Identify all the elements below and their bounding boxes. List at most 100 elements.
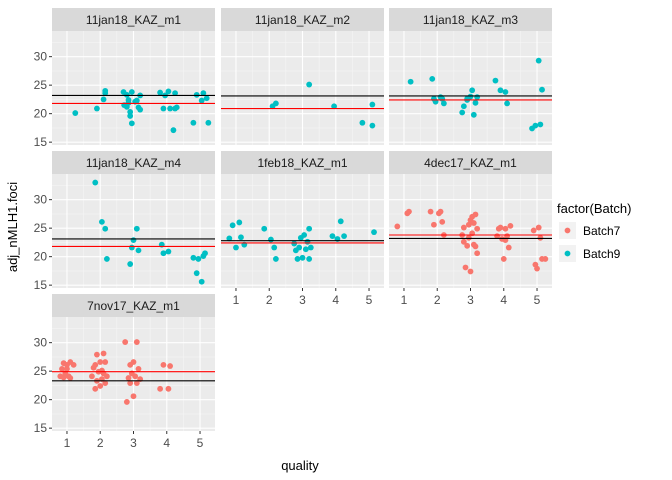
facet-panel: 11jan18_KAZ_m4 [52, 151, 215, 288]
data-point [537, 121, 544, 128]
data-point [299, 254, 306, 261]
data-point [465, 221, 472, 228]
facet-panel: 7nov17_KAZ_m1 [52, 294, 215, 431]
data-point [170, 127, 177, 134]
data-point [271, 244, 278, 251]
y-tick-label: 30 [34, 336, 48, 350]
legend-label: Batch7 [583, 224, 621, 238]
x-tick-label: 3 [130, 436, 137, 450]
facet-strip [221, 151, 384, 174]
facet-title: 1feb18_KAZ_m1 [257, 156, 347, 170]
data-point [160, 361, 167, 368]
data-point [472, 211, 479, 218]
data-point [460, 224, 467, 231]
y-axis-title: adj_nMLH1.foci [5, 182, 20, 272]
data-point [94, 105, 100, 112]
data-point [130, 237, 137, 244]
x-tick-label: 4 [500, 293, 507, 307]
data-point [135, 365, 142, 372]
data-point [369, 101, 376, 108]
data-point [236, 219, 243, 226]
data-point [302, 246, 309, 253]
data-point [505, 244, 512, 251]
data-point [537, 234, 544, 241]
data-point [100, 350, 107, 357]
data-point [203, 95, 210, 102]
x-tick-label: 5 [534, 293, 541, 307]
data-point [502, 89, 509, 95]
data-point [92, 179, 99, 186]
data-point [193, 270, 200, 277]
legend: factor(Batch) Batch7 Batch9 [557, 201, 631, 262]
data-point [102, 87, 109, 94]
data-point [157, 385, 164, 392]
facet-strip [389, 151, 552, 174]
data-point [535, 224, 542, 231]
facet-title: 11jan18_KAZ_m4 [86, 156, 182, 170]
data-point [429, 75, 436, 82]
data-point [472, 99, 479, 106]
y-tick-label: 15 [34, 421, 48, 435]
data-point [470, 220, 477, 226]
x-tick-label: 4 [332, 293, 339, 307]
data-point [306, 225, 313, 232]
y-tick-label: 30 [34, 50, 48, 64]
x-tick-label: 2 [266, 293, 273, 307]
data-point [530, 227, 537, 234]
data-point [507, 222, 514, 229]
data-point [369, 122, 376, 129]
data-point [407, 78, 414, 85]
x-tick-label: 1 [401, 293, 408, 307]
data-point [272, 256, 279, 262]
data-point [304, 238, 311, 245]
data-point [261, 225, 268, 232]
data-point [469, 87, 476, 94]
data-point [439, 218, 446, 225]
data-point [502, 225, 509, 232]
data-point [135, 247, 142, 254]
y-tick-label: 25 [34, 78, 48, 92]
data-point [460, 103, 467, 110]
data-point [102, 225, 109, 232]
data-point [371, 229, 377, 236]
x-tick-label: 1 [64, 436, 71, 450]
data-point [460, 238, 467, 245]
data-point [534, 265, 540, 272]
data-point [92, 385, 99, 392]
y-tick-label: 15 [34, 278, 48, 292]
data-point [125, 375, 132, 381]
data-point [341, 233, 347, 240]
y-tick-label: 15 [34, 135, 48, 149]
facet-title: 7nov17_KAZ_m1 [87, 299, 180, 313]
facet-strip [221, 8, 384, 31]
data-point [296, 244, 303, 251]
data-point [133, 339, 140, 345]
data-point [497, 224, 504, 231]
facet-panel: 4dec17_KAZ_m1 [389, 151, 552, 288]
data-point [102, 380, 109, 387]
data-point [504, 100, 510, 107]
data-point [200, 90, 207, 97]
data-point [467, 93, 474, 100]
data-point [195, 256, 202, 262]
y-tick-label: 25 [34, 364, 48, 378]
legend-label: Batch9 [583, 247, 621, 261]
data-point [329, 233, 336, 240]
data-point [127, 113, 134, 119]
data-point [359, 119, 366, 126]
data-point [125, 99, 132, 106]
data-point [198, 97, 205, 104]
data-point [128, 120, 135, 127]
y-tick-label: 20 [34, 107, 48, 121]
x-axes: 1 2 3 4 5 1 2 3 4 5 1 2 3 4 5 [64, 288, 541, 450]
data-point [160, 250, 167, 257]
x-tick-label: 2 [434, 293, 441, 307]
data-point [130, 393, 137, 400]
data-point [127, 109, 134, 115]
data-point [306, 81, 313, 88]
facet-panel: 11jan18_KAZ_m1 [52, 8, 215, 145]
data-point [291, 240, 298, 247]
y-tick-label: 20 [34, 250, 48, 264]
data-point [406, 208, 412, 215]
data-point [130, 359, 137, 365]
